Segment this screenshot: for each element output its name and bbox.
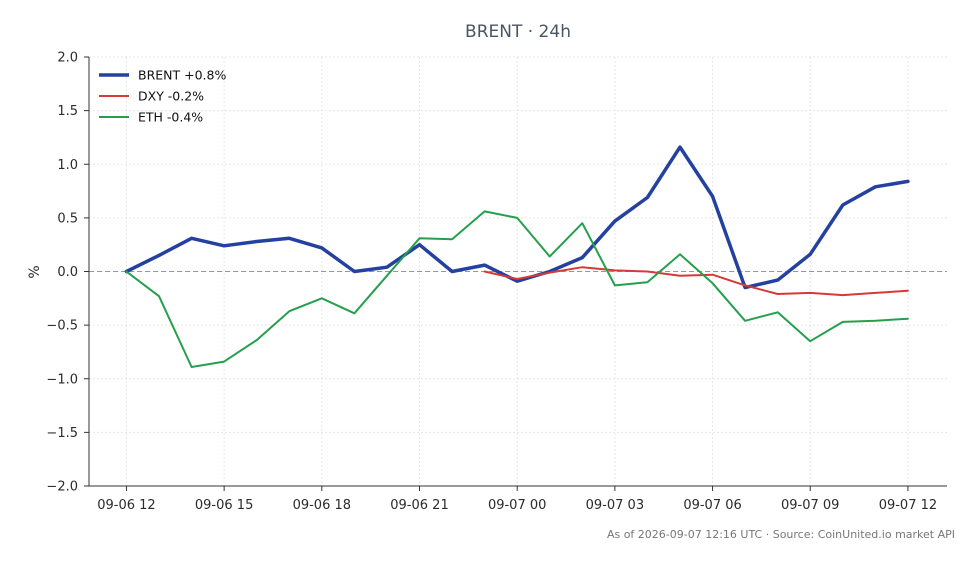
x-tick-label: 09-06 12 — [97, 498, 155, 513]
x-tick-label: 09-06 15 — [195, 498, 253, 513]
grid — [89, 56, 947, 487]
y-tick-label: 2.0 — [57, 51, 78, 66]
y-tick-label: −1.5 — [46, 426, 78, 441]
series-line-2 — [125, 210, 909, 368]
footer-note: As of 2026-09-07 12:16 UTC · Source: Coi… — [607, 528, 955, 541]
x-tick-label: 09-07 03 — [586, 498, 644, 513]
y-tick-label: 0.5 — [57, 211, 78, 226]
y-tick-label: 1.5 — [57, 104, 78, 119]
y-tick-label: −0.5 — [46, 319, 78, 334]
legend: BRENT +0.8% DXY -0.2% ETH -0.4% — [99, 68, 226, 125]
chart-title: BRENT · 24h — [465, 22, 571, 42]
x-tick-label: 09-07 06 — [683, 498, 741, 513]
y-tick-label: −2.0 — [46, 480, 78, 495]
x-tick-label: 09-07 12 — [879, 498, 937, 513]
y-tick-label: 1.0 — [57, 158, 78, 173]
legend-label: BRENT +0.8% — [138, 68, 226, 83]
axes: 2.0 1.5 1.0 0.5 0.0 −0.5 −1.0 −1.5 −2.0 09-06 12 0… — [46, 51, 947, 513]
legend-label: DXY -0.2% — [138, 89, 204, 104]
x-tick-label: 09-07 00 — [488, 498, 546, 513]
y-axis-label: % — [27, 265, 43, 278]
y-tick-label: 0.0 — [57, 265, 78, 280]
series-line-0 — [124, 145, 910, 290]
legend-label: ETH -0.4% — [138, 110, 203, 125]
y-tick-label: −1.0 — [46, 372, 78, 387]
x-tick-label: 09-06 18 — [293, 498, 351, 513]
x-tick-label: 09-06 21 — [390, 498, 448, 513]
x-tick-label: 09-07 09 — [781, 498, 839, 513]
series-lines — [124, 145, 910, 368]
series-line-1 — [483, 266, 909, 297]
